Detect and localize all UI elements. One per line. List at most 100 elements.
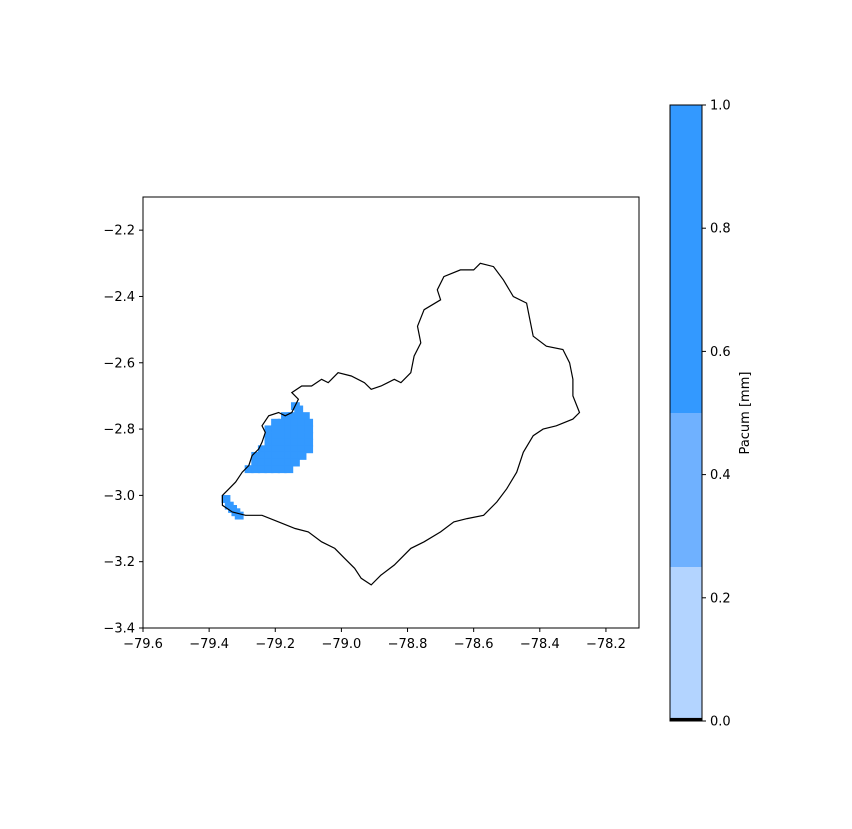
precip-cell bbox=[271, 438, 280, 447]
colorbar-bins bbox=[670, 105, 702, 721]
precip-cell bbox=[277, 465, 287, 474]
precip-cell bbox=[284, 451, 294, 460]
precip-cell bbox=[257, 445, 267, 454]
precip-cell bbox=[264, 445, 274, 454]
precip-cell bbox=[277, 432, 287, 440]
precip-cell bbox=[277, 451, 287, 460]
precip-cell bbox=[290, 451, 300, 460]
x-tick-label: −78.8 bbox=[388, 637, 428, 652]
colorbar-ticks: 0.0 0.2 0.4 0.6 0.8 1.0 bbox=[702, 99, 731, 730]
x-tick-label: −79.0 bbox=[321, 637, 361, 652]
precip-cell bbox=[264, 432, 274, 440]
colorbar-bin bbox=[670, 567, 702, 718]
precip-cell bbox=[284, 465, 294, 474]
x-tick-label: −78.6 bbox=[454, 637, 494, 652]
colorbar-tick-label: 0.2 bbox=[710, 591, 731, 606]
precip-cell bbox=[257, 458, 267, 467]
y-tick-label: −2.2 bbox=[103, 224, 135, 239]
basin-outline bbox=[221, 262, 581, 586]
x-tick-label: −79.2 bbox=[255, 637, 295, 652]
precip-cell bbox=[277, 445, 287, 454]
precip-cell bbox=[264, 451, 274, 460]
precip-cell bbox=[294, 412, 304, 421]
precip-cell bbox=[304, 425, 314, 434]
precip-cell bbox=[284, 438, 294, 447]
colorbar-bin bbox=[670, 105, 702, 413]
precip-cell bbox=[271, 425, 280, 434]
x-tick-label: −78.2 bbox=[586, 637, 626, 652]
precipitation-cells bbox=[221, 402, 314, 520]
precip-cell bbox=[244, 465, 254, 474]
colorbar-tick-label: 1.0 bbox=[710, 99, 731, 114]
precip-cell bbox=[271, 465, 280, 474]
precip-cell bbox=[271, 451, 280, 460]
precip-cell bbox=[271, 458, 280, 467]
precip-cell bbox=[290, 445, 300, 454]
precip-cell bbox=[251, 451, 261, 460]
precip-cell bbox=[290, 418, 300, 427]
colorbar-tick-label: 0.8 bbox=[710, 222, 731, 237]
y-axis: −2.2 −2.4 −2.6 −2.8 −3.0 −3.2 −3.4 bbox=[103, 224, 143, 637]
colorbar-bin bbox=[670, 717, 702, 721]
precip-cell bbox=[290, 458, 300, 467]
x-tick-label: −78.4 bbox=[520, 637, 560, 652]
x-axis: −79.6 −79.4 −79.2 −79.0 −78.8 −78.6 −78.4 −78.2 bbox=[123, 628, 626, 652]
precip-cell bbox=[304, 438, 314, 447]
colorbar-label: Pacum [mm] bbox=[738, 372, 753, 455]
precip-cell bbox=[251, 465, 261, 474]
precip-cell bbox=[304, 432, 314, 440]
y-tick-label: −2.6 bbox=[103, 356, 135, 371]
precip-cell bbox=[251, 458, 261, 467]
colorbar-tick-label: 0.0 bbox=[710, 715, 731, 730]
precip-cell bbox=[277, 425, 287, 434]
y-tick-label: −3.0 bbox=[103, 489, 135, 504]
precip-cell bbox=[264, 458, 274, 467]
x-tick-label: −79.6 bbox=[123, 637, 163, 652]
colorbar-bin bbox=[670, 413, 702, 567]
precip-cell bbox=[271, 432, 280, 440]
precip-cell bbox=[271, 418, 280, 427]
precip-cell bbox=[284, 432, 294, 440]
precip-cell bbox=[284, 425, 294, 434]
colorbar-tick-label: 0.6 bbox=[710, 345, 731, 360]
y-tick-label: −3.2 bbox=[103, 555, 135, 570]
precip-cell bbox=[290, 425, 300, 434]
y-tick-label: −2.8 bbox=[103, 423, 135, 438]
precip-cell bbox=[304, 445, 314, 454]
precip-cell bbox=[284, 418, 294, 427]
precip-cell bbox=[294, 405, 304, 414]
precip-cell bbox=[264, 465, 274, 474]
precip-cell bbox=[271, 445, 280, 454]
precip-cell bbox=[290, 438, 300, 447]
precip-cell bbox=[264, 425, 274, 434]
x-tick-label: −79.4 bbox=[189, 637, 229, 652]
precip-cell bbox=[257, 451, 267, 460]
y-tick-label: −3.4 bbox=[103, 622, 135, 637]
precip-cell bbox=[297, 451, 307, 460]
y-tick-label: −2.4 bbox=[103, 290, 135, 305]
precip-cell bbox=[304, 418, 314, 427]
precip-cell bbox=[297, 432, 307, 440]
precip-cell bbox=[277, 438, 287, 447]
precip-cell bbox=[297, 445, 307, 454]
colorbar: 0.0 0.2 0.4 0.6 0.8 1.0 Pacum [mm] bbox=[669, 99, 753, 730]
precip-cell bbox=[284, 445, 294, 454]
precip-cell bbox=[257, 465, 267, 474]
precip-cell bbox=[300, 412, 310, 421]
plot-frame bbox=[142, 196, 640, 629]
colorbar-frame bbox=[669, 104, 703, 722]
precip-cell bbox=[277, 458, 287, 467]
precip-cell bbox=[277, 418, 287, 427]
precip-cell bbox=[297, 425, 307, 434]
precip-cell bbox=[287, 412, 297, 421]
precip-cell bbox=[297, 438, 307, 447]
precip-cell bbox=[284, 458, 294, 467]
precip-cell bbox=[221, 495, 231, 503]
precip-cell bbox=[234, 511, 244, 520]
colorbar-tick-label: 0.4 bbox=[710, 468, 731, 483]
map-plot: −79.6 −79.4 −79.2 −79.0 −78.8 −78.6 −78.4 −78.2… bbox=[103, 196, 640, 652]
precip-cell bbox=[297, 418, 307, 427]
precip-cell bbox=[290, 432, 300, 440]
precip-cell bbox=[264, 438, 274, 447]
